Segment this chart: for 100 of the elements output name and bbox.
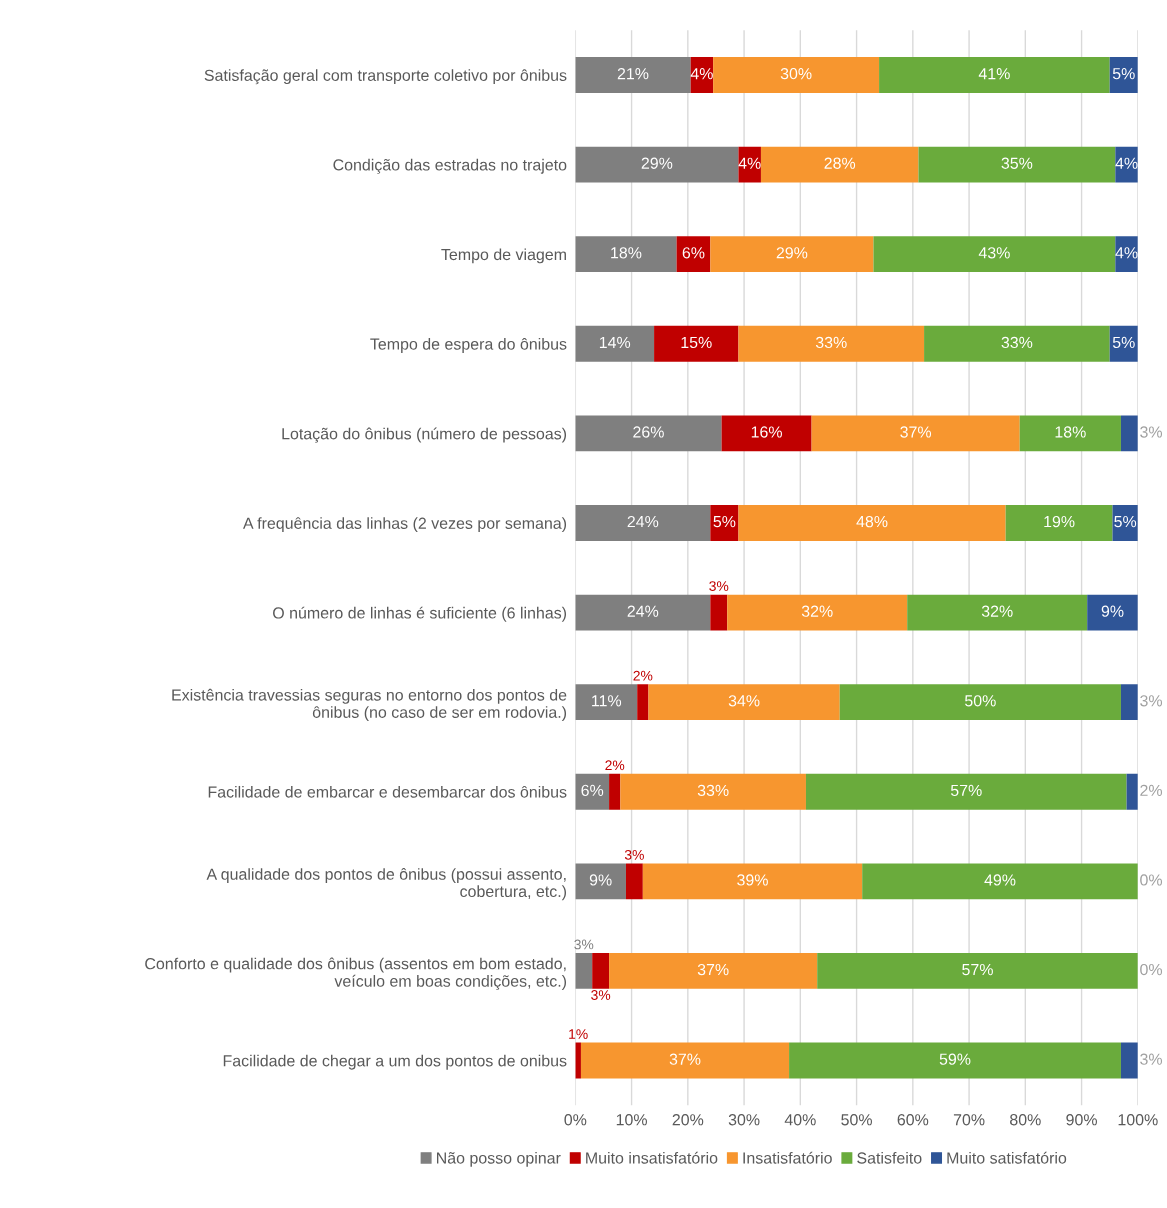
data-label: 5% xyxy=(1112,336,1135,349)
data-label: 43% xyxy=(978,247,1010,259)
data-label: 0% xyxy=(1140,963,1163,976)
bar xyxy=(713,57,880,93)
x-tick-label: 70% xyxy=(953,1114,985,1126)
data-label: 9% xyxy=(1101,605,1124,617)
y-tick-label: Conforto e qualidade dos ônibus (assentos em bom estado, veículo em boas condições, etc.) xyxy=(145,957,567,991)
bar xyxy=(710,236,874,273)
y-tick-label: Facilidade de chegar a um dos pontos de onibus xyxy=(223,1054,567,1070)
data-label: 3% xyxy=(1140,426,1163,438)
data-label: 35% xyxy=(1001,157,1033,169)
bar xyxy=(1005,505,1113,541)
data-label: 33% xyxy=(815,336,847,349)
bar xyxy=(918,146,1116,183)
bar xyxy=(575,594,711,631)
data-label: 29% xyxy=(776,247,808,259)
x-tick-label: 90% xyxy=(1066,1114,1097,1126)
bar xyxy=(862,863,1138,900)
data-label: 1% xyxy=(569,1029,588,1039)
data-label: 4% xyxy=(690,68,713,80)
data-label: 6% xyxy=(581,784,604,797)
data-label: 18% xyxy=(1055,426,1086,438)
data-label: 57% xyxy=(950,784,982,797)
bar xyxy=(1120,1042,1138,1079)
bar xyxy=(879,57,1110,93)
bar xyxy=(1120,684,1138,721)
data-label: 29% xyxy=(641,157,673,169)
bar xyxy=(727,594,908,631)
data-label: 3% xyxy=(591,990,611,1000)
x-tick-label: 0% xyxy=(564,1114,587,1126)
bar xyxy=(609,953,818,989)
y-tick-label: O número de linhas é suficiente (6 linhas) xyxy=(273,606,567,622)
data-label: 34% xyxy=(728,695,760,707)
data-label: 4% xyxy=(738,157,761,169)
x-tick-label: 100% xyxy=(1118,1114,1158,1126)
data-label: 4% xyxy=(1115,247,1138,259)
data-label: 2% xyxy=(605,760,625,771)
bar xyxy=(721,415,812,452)
bar xyxy=(1120,415,1138,452)
bar xyxy=(873,236,1116,273)
legend-label: Satisfeito xyxy=(857,1151,922,1164)
bar xyxy=(575,953,593,989)
x-tick-label: 20% xyxy=(672,1114,704,1126)
bar xyxy=(817,953,1138,989)
bar xyxy=(805,773,1127,810)
data-label: 3% xyxy=(709,581,729,591)
data-label: 14% xyxy=(599,336,631,348)
bar xyxy=(625,863,643,900)
data-label: 24% xyxy=(627,605,659,617)
data-label: 48% xyxy=(856,515,888,528)
bar xyxy=(637,684,649,721)
data-label: 24% xyxy=(627,515,659,528)
bar xyxy=(620,773,806,810)
data-label: 4% xyxy=(1115,157,1138,169)
data-label: 28% xyxy=(824,157,856,169)
bar xyxy=(738,505,1006,541)
bar xyxy=(1087,594,1138,631)
data-label: 57% xyxy=(962,963,993,976)
legend-label: Muito insatisfatório xyxy=(586,1151,718,1164)
data-label: 37% xyxy=(900,426,932,438)
bar xyxy=(789,1042,1121,1079)
y-tick-label: Lotação do ônibus (número de pessoas) xyxy=(282,427,567,443)
bar xyxy=(642,863,863,900)
bar xyxy=(738,146,761,183)
bar xyxy=(592,953,610,989)
data-label: 41% xyxy=(978,68,1010,80)
bar xyxy=(839,684,1121,721)
data-label: 32% xyxy=(981,605,1013,617)
y-tick-label: Satisfação geral com transporte coletivo por ônibus xyxy=(204,69,567,85)
data-label: 15% xyxy=(681,336,712,349)
data-label: 18% xyxy=(611,247,642,259)
data-label: 5% xyxy=(1114,516,1137,528)
y-tick-label: A qualidade dos pontos de ônibus (possui assento, cobertura, etc.) xyxy=(206,868,567,901)
bar xyxy=(654,325,739,362)
bar xyxy=(1019,415,1121,452)
data-label: 6% xyxy=(682,247,705,259)
bar xyxy=(575,325,655,362)
bar xyxy=(575,146,739,183)
legend-label: Muito satisfatório xyxy=(947,1151,1067,1164)
bar xyxy=(580,1042,790,1079)
data-label: 30% xyxy=(780,67,812,80)
data-label: 21% xyxy=(617,67,649,80)
data-label: 11% xyxy=(592,695,622,707)
data-label: 33% xyxy=(1001,336,1033,349)
data-label: 39% xyxy=(737,874,768,886)
bar xyxy=(710,505,739,541)
x-tick-label: 60% xyxy=(897,1114,929,1126)
x-tick-label: 40% xyxy=(784,1114,816,1126)
y-tick-label: Tempo de espera do ônibus xyxy=(370,337,567,353)
bar xyxy=(575,415,722,452)
bar xyxy=(648,684,840,721)
bar xyxy=(575,684,638,721)
data-label: 0% xyxy=(1140,874,1163,886)
data-label: 2% xyxy=(633,670,653,681)
bar xyxy=(907,594,1088,631)
x-tick-label: 80% xyxy=(1010,1114,1041,1126)
data-label: 37% xyxy=(697,963,729,976)
bar xyxy=(924,325,1110,362)
y-tick-label: Facilidade de embarcar e desembarcar dos ônibus xyxy=(208,785,567,798)
data-label: 37% xyxy=(669,1053,701,1065)
